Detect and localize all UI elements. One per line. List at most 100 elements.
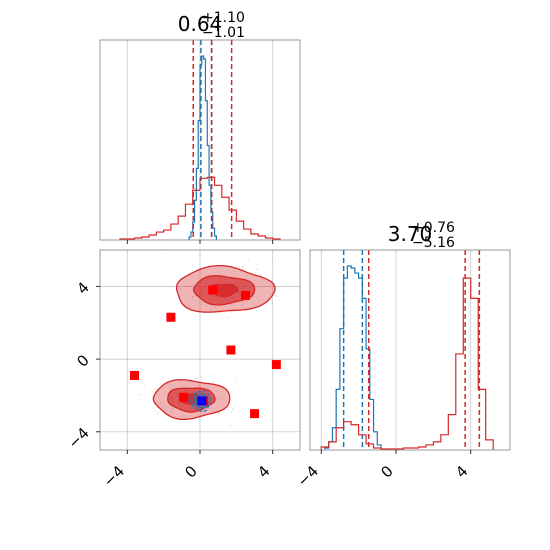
histogram-step-1	[320, 277, 494, 450]
truth-marker-red	[208, 285, 218, 295]
sample-point	[160, 402, 162, 404]
sample-point	[256, 264, 259, 266]
sample-point	[289, 287, 292, 290]
sample-point	[232, 408, 234, 410]
sample-point	[192, 265, 194, 267]
truth-marker-blue	[197, 396, 207, 406]
sample-point	[247, 258, 250, 261]
sample-point	[203, 383, 205, 385]
panel-title-y: 3.70	[388, 222, 433, 246]
sample-point	[208, 244, 209, 245]
sample-point	[251, 296, 253, 299]
sample-point	[243, 415, 245, 417]
sample-point	[188, 285, 190, 287]
title-minus: −5.16	[412, 235, 455, 251]
sample-point	[170, 407, 173, 410]
sample-point	[216, 390, 218, 393]
sample-point	[173, 384, 176, 386]
sample-point	[194, 295, 197, 297]
axes-frame	[309, 249, 511, 451]
sample-point	[171, 411, 174, 413]
sample-point	[167, 266, 169, 268]
sample-point	[172, 408, 175, 410]
histogram-step-1	[119, 176, 281, 240]
sample-point	[187, 305, 189, 307]
sample-point	[200, 376, 203, 378]
sample-point	[192, 295, 194, 298]
sample-point	[156, 413, 159, 415]
sample-point	[209, 374, 212, 377]
sample-point	[218, 398, 220, 400]
sample-point	[241, 304, 243, 306]
sample-point	[170, 383, 172, 386]
sample-point	[168, 404, 171, 407]
title-median: 3.70	[388, 222, 433, 246]
sample-point	[191, 287, 193, 290]
sample-point	[241, 266, 244, 268]
sample-point	[246, 300, 248, 303]
title-plus: +0.76	[412, 220, 455, 236]
sample-point	[212, 381, 215, 383]
sample-point	[191, 283, 193, 285]
sample-point	[227, 317, 229, 319]
sample-point	[204, 305, 207, 307]
x-tick-label: 0	[377, 462, 396, 481]
sample-point	[271, 302, 274, 305]
sample-point	[180, 287, 182, 290]
sample-point	[211, 308, 213, 310]
sample-point	[167, 309, 169, 312]
y-tick-label: 4	[73, 278, 92, 297]
sample-point	[185, 285, 187, 287]
panel-title-x: 0.64	[178, 12, 223, 36]
sample-point	[216, 404, 219, 406]
sample-point	[138, 394, 141, 396]
truth-marker-red	[130, 370, 140, 380]
sample-point	[219, 270, 222, 272]
sample-point	[295, 270, 297, 273]
sample-point	[218, 412, 220, 414]
truth-marker-red	[240, 290, 250, 300]
sample-point	[241, 265, 244, 268]
sample-point	[191, 295, 193, 298]
y-tick-label: 0	[73, 351, 92, 370]
sample-point	[181, 416, 183, 418]
sample-point	[220, 397, 222, 400]
truth-marker-red	[166, 312, 176, 322]
sample-point	[234, 270, 236, 273]
title-median: 0.64	[178, 12, 223, 36]
sample-point	[260, 274, 262, 276]
sample-point	[275, 295, 278, 297]
sample-point	[196, 377, 198, 380]
y-tick-label: −4	[64, 424, 92, 452]
x-tick-label: −4	[100, 462, 128, 490]
sample-point	[234, 377, 236, 379]
histogram-step-0	[324, 265, 382, 450]
truth-marker-red	[271, 360, 281, 370]
sample-point	[223, 396, 225, 399]
sample-point	[196, 377, 199, 380]
truth-marker-red	[250, 409, 260, 419]
x-tick-label: 4	[452, 462, 471, 481]
sample-point	[186, 416, 188, 418]
sample-point	[186, 381, 188, 383]
histogram-panel-y: −4 0 4 3.70 +0.76 −5.16	[294, 220, 511, 490]
contour-panel: −4 0 4 −4 0 4	[64, 244, 301, 490]
sample-point	[255, 268, 258, 271]
sample-point	[162, 406, 164, 408]
sample-point	[229, 425, 232, 427]
sample-point	[172, 387, 174, 389]
title-plus: +1.10	[202, 10, 245, 26]
histogram-panel-x: 0.64 +1.10 −1.01	[99, 10, 301, 244]
sample-point	[231, 311, 233, 313]
histogram-step-0	[188, 55, 217, 240]
sample-point	[144, 385, 146, 387]
sample-point	[214, 306, 217, 308]
sample-point	[155, 388, 157, 390]
sample-point	[241, 301, 244, 303]
x-tick-label: 4	[254, 462, 273, 481]
sample-point	[181, 384, 183, 386]
x-tick-label: 0	[181, 462, 200, 481]
sample-point	[230, 411, 233, 413]
sample-point	[224, 274, 226, 276]
